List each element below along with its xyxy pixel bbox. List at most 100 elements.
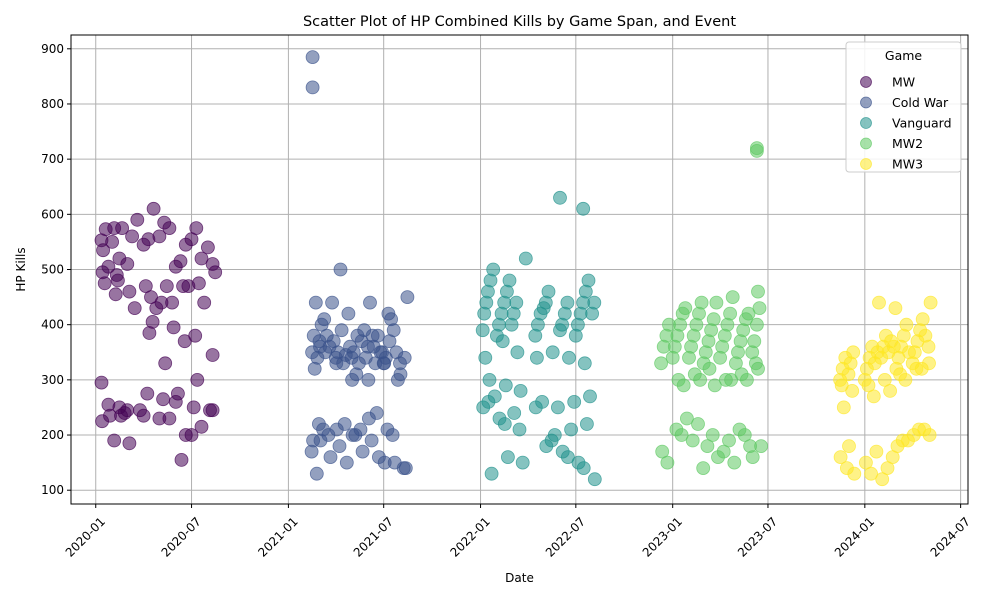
series-mw2 [654,141,768,476]
data-point [95,265,110,280]
data-point [915,312,930,327]
data-point [398,461,413,476]
data-point [702,361,717,376]
data-point [551,400,565,415]
data-point [190,372,205,387]
data-point [869,444,884,459]
data-point [861,378,876,393]
data-point [752,301,767,316]
data-point [375,345,390,360]
data-point [676,378,691,393]
y-tick-label: 800 [41,97,64,111]
legend-marker [860,96,872,109]
data-point [105,234,119,249]
data-point [587,295,602,310]
data-point [125,229,140,244]
data-point [205,348,220,362]
data-point [326,334,341,349]
data-point [184,428,199,442]
data-point [510,345,525,360]
data-point [660,455,675,470]
legend-marker [860,76,872,88]
y-tick-label: 600 [41,207,64,221]
data-point [475,323,490,338]
data-point [341,306,356,321]
y-tick-label: 400 [41,318,64,332]
data-point [512,422,527,437]
y-tick-label: 100 [41,483,64,497]
data-point [138,279,153,294]
data-point [518,251,533,266]
data-point [707,378,722,393]
data-point [358,350,373,365]
data-point [333,262,348,277]
data-point [108,287,123,302]
data-point [724,372,738,387]
data-point [567,394,582,409]
legend: Game MW Cold War Vanguard MW2 MW3 [845,41,962,173]
data-point [709,295,724,310]
data-point [680,411,694,426]
data-point [576,201,591,216]
data-point [385,428,400,442]
data-point [484,466,499,481]
points-layer [94,50,938,487]
data-point [361,411,376,426]
data-point [168,394,183,409]
legend-marker [860,117,872,129]
data-point [577,356,592,371]
data-point [355,444,370,459]
data-point [846,345,861,360]
data-point [305,50,320,64]
data-point [723,306,737,321]
data-point [741,306,756,321]
data-point [400,290,415,305]
data-point [547,428,562,442]
data-point [363,295,377,310]
data-point [564,422,578,437]
data-point [122,284,137,299]
data-point [146,201,161,216]
series-vanguard [475,190,602,487]
series-mw3 [833,295,938,487]
data-point [678,301,693,316]
data-point [685,433,700,448]
data-point [654,356,668,371]
data-point [345,428,360,442]
data-point [127,301,142,316]
data-point [308,295,323,310]
data-point [513,383,528,398]
data-point [587,472,602,487]
data-point [96,243,110,258]
data-point [208,265,223,280]
data-point [888,301,903,316]
data-point [339,455,354,470]
data-point [872,295,886,310]
data-point [921,339,936,354]
data-point [545,345,560,360]
data-point [136,408,151,423]
data-point [691,417,705,431]
series-mw [94,201,223,467]
data-point [317,312,332,327]
y-tick-label: 700 [41,152,64,166]
data-point [364,433,379,448]
data-point [329,356,344,371]
data-point [877,372,892,387]
data-point [350,328,365,343]
data-point [875,472,890,487]
data-point [377,455,392,470]
data-point [130,212,145,227]
data-point [560,295,575,310]
x-axis-label: Date [505,571,534,585]
data-point [750,317,764,332]
data-point [345,372,360,387]
data-point [140,386,155,401]
data-point [482,372,497,387]
data-point [693,372,707,387]
data-point [509,295,524,310]
legend-label: MW [892,75,915,90]
data-point [859,455,873,470]
data-point [122,436,137,451]
data-point [898,372,913,387]
